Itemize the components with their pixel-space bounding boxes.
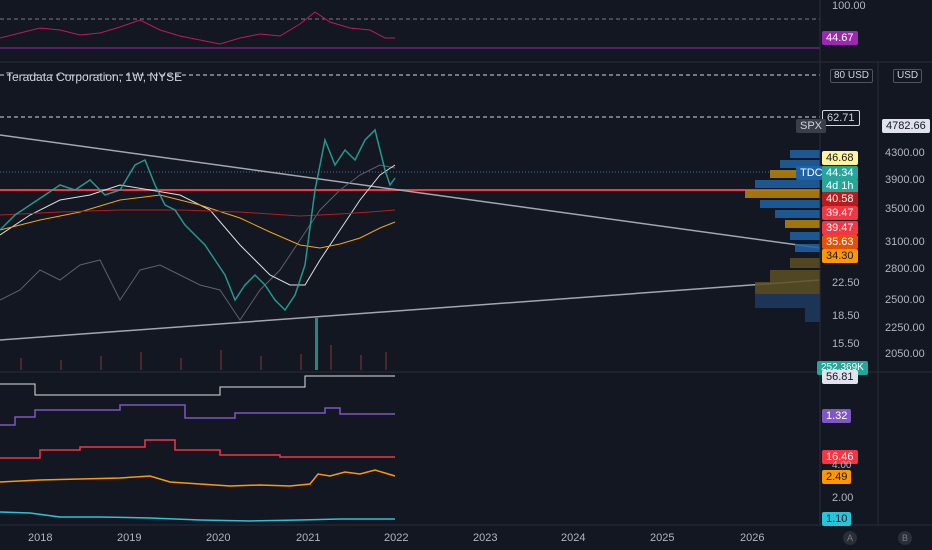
indicator-white: [0, 375, 395, 396]
countdown-badge: 4d 1h: [822, 179, 858, 193]
spx-tick-3900: 3900.00: [885, 174, 925, 186]
time-tick-2018: 2018: [28, 532, 53, 544]
spx-tick-4300: 4300.00: [885, 147, 925, 159]
indicator-teal: [0, 511, 395, 522]
time-tick-2020: 2020: [206, 532, 231, 544]
time-tick-2026: 2026: [740, 532, 765, 544]
level-62-badge: 62.71: [822, 110, 860, 126]
price-label-39a: 39.47: [822, 206, 858, 220]
price-candles: [0, 128, 396, 312]
tdc-price-badge: 44.34: [822, 166, 858, 180]
lower-tick-2: 2.00: [832, 492, 854, 504]
trendline-descending: [0, 134, 821, 249]
spx-tick-3500: 3500.00: [885, 203, 925, 215]
ma-red: [0, 209, 396, 217]
spx-tick-2500: 2500.00: [885, 294, 925, 306]
log-scale-button[interactable]: B: [898, 531, 912, 545]
ma-white: [0, 164, 396, 286]
time-tick-2019: 2019: [117, 532, 142, 544]
currency-left-unit: USD: [847, 70, 870, 81]
currency-left-value: 80: [834, 70, 846, 81]
spx-badge: SPX: [796, 119, 827, 133]
time-tick-2024: 2024: [561, 532, 586, 544]
ma-orange: [0, 194, 396, 249]
symbol-title[interactable]: Teradata Corporation, 1W, NYSE: [6, 70, 183, 84]
indicator-orange: [0, 469, 396, 487]
price-label-39b: 39.47: [822, 221, 858, 235]
price-tick-15: 15.50: [832, 338, 860, 350]
price-label-35: 35.63: [822, 235, 858, 249]
indicator-red: [0, 439, 395, 459]
currency-select-right[interactable]: USD: [893, 69, 923, 83]
price-tick-18: 18.50: [832, 310, 860, 322]
price-label-34: 34.30: [822, 249, 858, 263]
indicator-teal-badge: 1.10: [822, 512, 852, 526]
price-tick-22: 22.50: [832, 277, 860, 289]
trendline-ascending: [0, 279, 821, 341]
price-label-46: 46.68: [822, 151, 858, 165]
indicator-white-badge: 56.81: [822, 370, 858, 384]
spx-tick-3100: 3100.00: [885, 236, 925, 248]
spx-tick-2050: 2050.00: [885, 348, 925, 360]
indicator-red-badge: 16.46: [822, 450, 858, 464]
price-label-40: 40.58: [822, 192, 858, 206]
spx-line: [0, 164, 396, 321]
spx-price-badge: 4782.66: [882, 119, 930, 133]
spx-tick-2800: 2800.00: [885, 263, 925, 275]
time-tick-2022: 2022: [384, 532, 409, 544]
indicator-purple: [0, 404, 395, 426]
rsi-tick-100: 100.00: [832, 0, 866, 12]
auto-scale-button[interactable]: A: [843, 531, 857, 545]
rsi-line: [0, 11, 395, 45]
tdc-badge: TDC: [796, 166, 827, 180]
spx-tick-2250: 2250.00: [885, 322, 925, 334]
rsi-value-badge: 44.67: [822, 31, 858, 45]
lower-tick-4: 4.00: [832, 460, 852, 471]
indicator-orange-badge: 2.49: [822, 470, 852, 484]
currency-select-left[interactable]: 80 USD: [830, 69, 874, 83]
time-tick-2025: 2025: [650, 532, 675, 544]
time-tick-2023: 2023: [473, 532, 498, 544]
indicator-purple-badge: 1.32: [822, 409, 852, 423]
time-tick-2021: 2021: [296, 532, 321, 544]
volume-bars: [20, 318, 387, 370]
volume-profile: [745, 150, 820, 322]
